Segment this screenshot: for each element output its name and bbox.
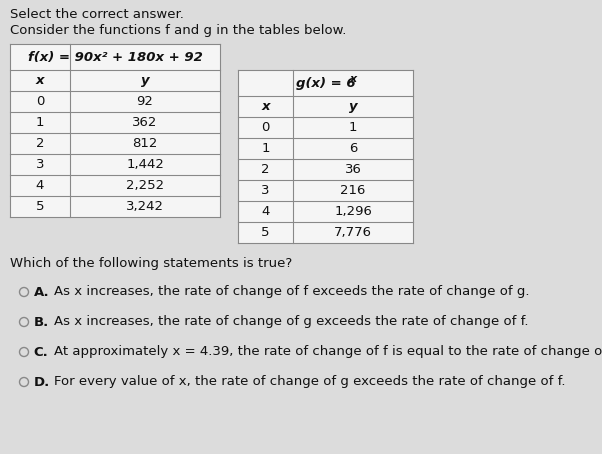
Text: 1,442: 1,442 [126,158,164,171]
Text: At approximately x = 4.39, the rate of change of f is equal to the rate of chang: At approximately x = 4.39, the rate of c… [54,345,602,359]
Bar [238,70,413,243]
Text: 3: 3 [261,184,270,197]
Text: As x increases, the rate of change of f exceeds the rate of change of g.: As x increases, the rate of change of f … [54,286,529,298]
Text: 3,242: 3,242 [126,200,164,213]
Text: y: y [141,74,149,87]
Text: Select the correct answer.: Select the correct answer. [10,8,184,21]
Text: 216: 216 [340,184,365,197]
Text: D.: D. [34,375,50,389]
Text: 362: 362 [132,116,158,129]
Text: 5: 5 [36,200,45,213]
Text: 1: 1 [36,116,45,129]
Text: 1: 1 [349,121,357,134]
Text: 5: 5 [261,226,270,239]
Text: For every value of x, the rate of change of g exceeds the rate of change of f.: For every value of x, the rate of change… [54,375,565,389]
Text: g(x) = 6: g(x) = 6 [296,77,355,89]
Text: 4: 4 [261,205,270,218]
Text: y: y [349,100,358,113]
Text: 812: 812 [132,137,158,150]
Text: 36: 36 [344,163,361,176]
Bar [10,44,220,217]
Text: 4: 4 [36,179,44,192]
Text: 0: 0 [261,121,270,134]
Text: 6: 6 [349,142,357,155]
Text: C.: C. [34,345,48,359]
Text: 7,776: 7,776 [334,226,372,239]
Text: 3: 3 [36,158,45,171]
Text: As x increases, the rate of change of g exceeds the rate of change of f.: As x increases, the rate of change of g … [54,316,528,329]
Text: 2: 2 [261,163,270,176]
Text: 1,296: 1,296 [334,205,372,218]
Text: B.: B. [34,316,49,329]
Text: f(x) = 90x² + 180x + 92: f(x) = 90x² + 180x + 92 [28,50,202,64]
Text: Which of the following statements is true?: Which of the following statements is tru… [10,257,292,270]
Text: x: x [261,100,270,113]
Text: A.: A. [34,286,49,298]
Text: 1: 1 [261,142,270,155]
Text: 0: 0 [36,95,44,108]
Text: Consider the functions f and g in the tables below.: Consider the functions f and g in the ta… [10,24,346,37]
Text: 2,252: 2,252 [126,179,164,192]
Text: x: x [36,74,45,87]
Text: x: x [350,74,357,84]
Text: 2: 2 [36,137,45,150]
Text: 92: 92 [137,95,154,108]
